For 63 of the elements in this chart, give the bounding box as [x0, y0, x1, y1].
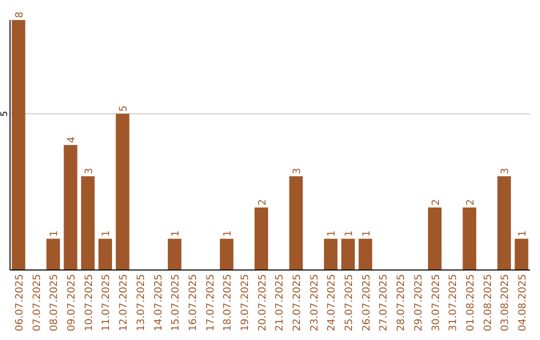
x-tick-label: 26.07.2025	[361, 274, 372, 332]
x-tick-label: 25.07.2025	[344, 274, 356, 332]
data-label: 4	[66, 136, 78, 143]
x-tick-label: 01.08.2025	[465, 274, 476, 332]
bar	[428, 208, 442, 270]
x-tick-label: 18.07.2025	[222, 274, 234, 332]
bar	[116, 114, 130, 270]
data-label: 3	[84, 168, 95, 174]
x-tick-label: 27.07.2025	[378, 274, 390, 332]
x-tick-label: 20.07.2025	[257, 274, 268, 332]
bar	[64, 145, 78, 270]
x-tick-label: 19.07.2025	[240, 274, 251, 332]
data-label: 2	[465, 199, 476, 206]
bar	[168, 238, 182, 270]
x-tick-label: 31.07.2025	[448, 274, 460, 332]
data-label: 1	[326, 230, 338, 237]
x-tick-label: 13.07.2025	[136, 274, 147, 332]
x-tick-label: 11.07.2025	[101, 274, 112, 332]
bar	[341, 238, 355, 270]
x-tick-label: 24.07.2025	[326, 274, 338, 332]
x-tick-label: 30.07.2025	[430, 274, 442, 332]
x-tick-label: 12.07.2025	[118, 274, 130, 332]
x-tick-label: 07.07.2025	[32, 274, 43, 332]
data-label: 1	[170, 230, 182, 237]
x-tick-label: 04.08.2025	[518, 274, 528, 332]
x-tick-label: 23.07.2025	[309, 274, 320, 332]
x-tick-label: 22.07.2025	[292, 274, 304, 332]
x-tick-label: 16.07.2025	[188, 274, 199, 332]
x-tick-label: 08.07.2025	[49, 274, 60, 332]
data-label: 1	[101, 230, 112, 237]
x-tick-label: 28.07.2025	[396, 274, 408, 332]
bar	[220, 238, 234, 270]
x-tick-label: 09.07.2025	[66, 274, 78, 332]
data-label: 1	[361, 230, 372, 237]
bar	[254, 208, 268, 270]
bar	[46, 238, 60, 270]
bar	[514, 238, 528, 270]
x-tick-label: 15.07.2025	[170, 274, 182, 332]
x-tick-label: 21.07.2025	[274, 274, 286, 332]
data-label: 1	[518, 230, 528, 237]
data-label: 3	[292, 168, 304, 174]
x-tick-label: 02.08.2025	[482, 274, 494, 332]
x-tick-label: 29.07.2025	[413, 274, 424, 332]
data-label: 1	[222, 230, 234, 237]
bar	[358, 238, 372, 270]
data-label: 8	[14, 12, 26, 18]
x-tick-label: 17.07.2025	[205, 274, 216, 332]
data-label: 1	[344, 230, 356, 237]
data-label: 2	[257, 199, 268, 206]
bar	[497, 176, 511, 270]
x-tick-label: 03.08.2025	[500, 274, 512, 332]
x-tick-label: 10.07.2025	[84, 274, 95, 332]
x-tick-label: 06.07.2025	[14, 274, 26, 332]
bar	[324, 238, 338, 270]
bar	[462, 208, 476, 270]
bar	[98, 238, 112, 270]
data-label: 3	[500, 168, 512, 174]
x-tick-label: 14.07.2025	[153, 274, 164, 332]
data-label: 5	[118, 105, 130, 112]
bar	[289, 176, 303, 270]
data-label: 1	[49, 230, 60, 237]
bar	[81, 176, 95, 270]
data-label: 2	[430, 199, 442, 206]
